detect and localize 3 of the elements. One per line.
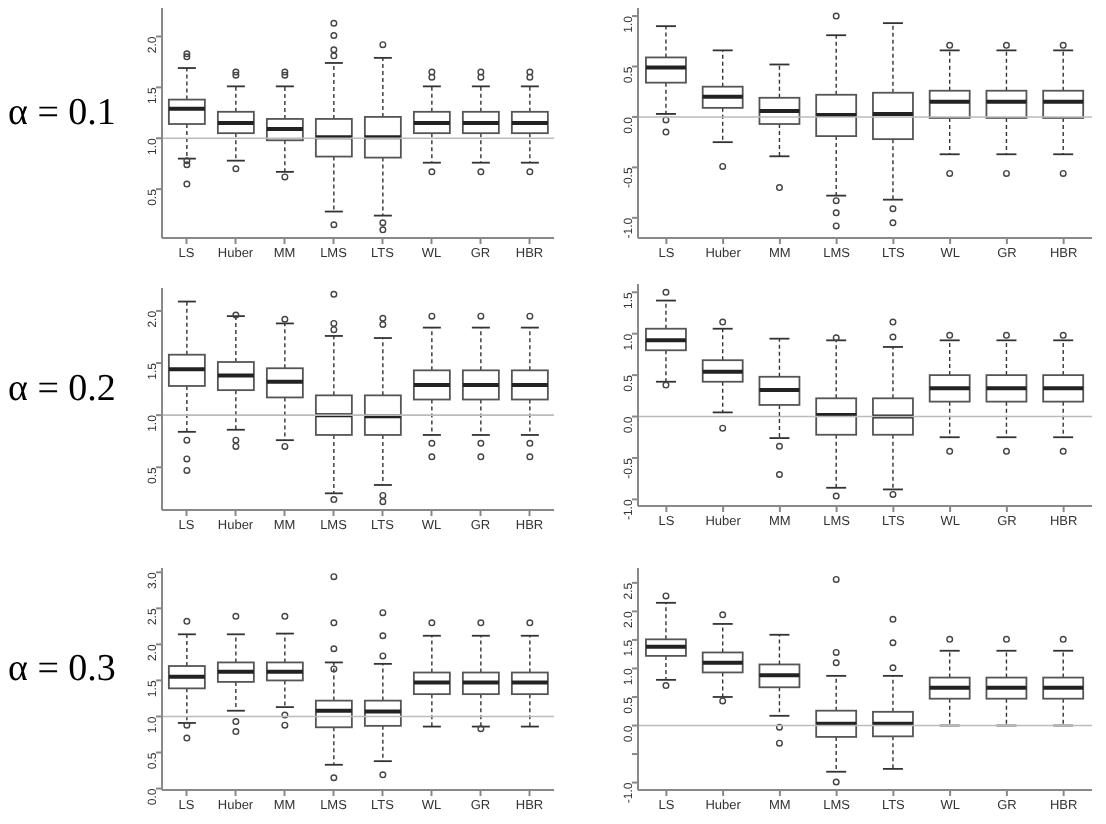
text: α = 0.3 <box>8 648 116 692</box>
text: α = 0.2 <box>8 368 116 412</box>
text: α = 0.1 <box>8 92 116 136</box>
